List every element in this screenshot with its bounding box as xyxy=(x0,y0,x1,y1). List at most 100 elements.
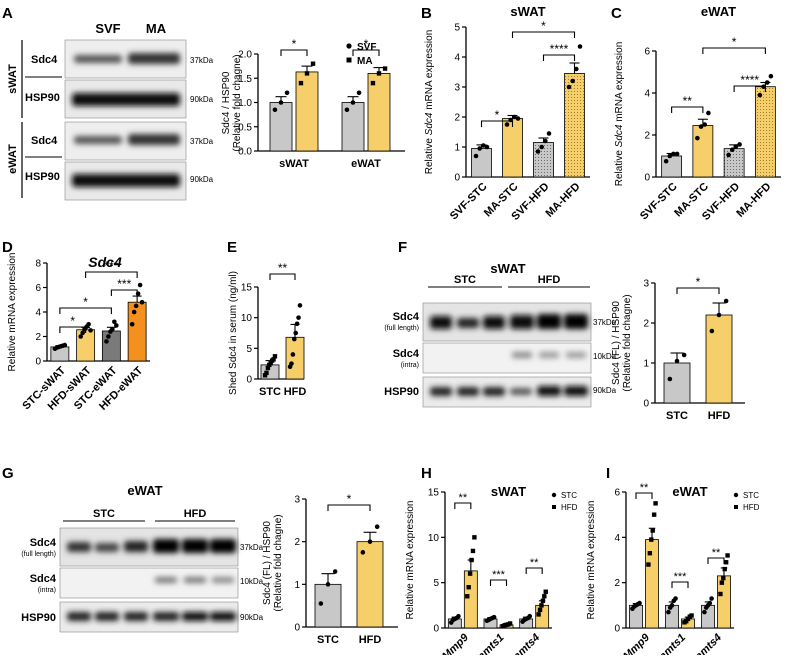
legend-marker-ma xyxy=(346,57,352,63)
legend-label-stc: STC xyxy=(561,491,577,500)
data-point xyxy=(507,621,513,626)
panel-letter-c: C xyxy=(611,5,622,22)
y-tick-label: 0 xyxy=(643,399,649,410)
data-point xyxy=(466,585,471,590)
y-tick-label: 10 xyxy=(241,313,253,324)
y-axis-label: Shed Sdc4 in serum (ng/ml) xyxy=(228,271,239,395)
y-tick-label: 1.5 xyxy=(238,74,252,85)
chart-h: sWAT 0 5 10 15 Relative mRNA expression Mmp9 **… xyxy=(405,484,578,660)
data-point xyxy=(546,131,552,136)
y-axis-label: Sdc4 (FL) / HSP90 xyxy=(611,301,622,385)
sig-bracket xyxy=(702,47,766,54)
panel-letter-h: H xyxy=(421,465,432,482)
y-axis-label: Relative Sdc4 mRNA expression xyxy=(614,42,625,187)
chart-title: eWAT xyxy=(701,4,736,19)
data-point xyxy=(289,361,294,366)
blot-f-kda-90: 90kDa xyxy=(593,386,617,395)
data-point xyxy=(543,589,548,594)
x-tick-label: MA-HFD xyxy=(543,181,582,220)
y-tick-label: 6 xyxy=(644,47,650,58)
data-point xyxy=(707,600,713,606)
data-point xyxy=(535,149,541,154)
data-point xyxy=(537,607,543,613)
sig-bracket xyxy=(671,581,689,588)
data-point xyxy=(718,591,723,597)
bar xyxy=(754,86,776,178)
data-point xyxy=(284,90,290,96)
legend-marker-stc xyxy=(551,492,557,498)
y-tick-label: 5 xyxy=(433,578,439,589)
data-point xyxy=(131,309,137,315)
blot-f-label-full-length: (full length) xyxy=(384,325,419,332)
y-tick-label: 5 xyxy=(246,344,252,355)
sig-label: * xyxy=(495,108,500,122)
y-tick-label: 2 xyxy=(294,537,300,548)
blot-a-group-ewat: eWAT xyxy=(7,144,19,174)
data-point xyxy=(80,330,85,336)
blot-f-label-sdc4-fl: Sdc4 xyxy=(393,311,420,323)
legend-label-ma: MA xyxy=(357,56,373,67)
sig-bracket xyxy=(327,504,371,511)
y-tick-label: 1 xyxy=(454,143,460,154)
data-point xyxy=(667,153,673,159)
data-point xyxy=(86,321,91,327)
blot-a-col-ma: MA xyxy=(146,21,167,36)
data-point xyxy=(689,613,694,618)
sig-bracket xyxy=(542,54,576,61)
sig-bracket xyxy=(511,31,576,38)
data-point xyxy=(350,100,356,105)
x-tick-label: MA-HFD xyxy=(734,181,773,220)
data-point xyxy=(294,321,300,327)
y-tick-label: 0 xyxy=(454,173,460,184)
data-point xyxy=(114,323,119,328)
bar xyxy=(471,148,492,178)
data-point xyxy=(702,122,708,127)
chart-f: 0 1 2 3 Sdc4 (FL) / HSP90 (Relative fold chag… xyxy=(611,275,745,422)
y-tick-label: 4 xyxy=(644,89,650,100)
panel-letter-a: A xyxy=(2,5,13,22)
y-tick-label: 0 xyxy=(294,623,300,634)
data-point xyxy=(651,512,657,517)
data-point xyxy=(671,151,676,157)
data-point xyxy=(709,328,715,334)
blot-a-label-sdc4-2: Sdc4 xyxy=(31,135,58,147)
blot-g-label-hsp90: HSP90 xyxy=(21,612,56,624)
legend-label-svf: SVF xyxy=(357,42,376,53)
sig-label: *** xyxy=(674,571,688,583)
y-axis-label-sub: (Relative fold chagne) xyxy=(273,514,284,611)
data-point xyxy=(684,619,689,624)
data-point xyxy=(304,71,310,76)
bar xyxy=(127,301,147,362)
bar xyxy=(502,118,523,178)
blot-a-label-hsp90-1: HSP90 xyxy=(25,92,60,104)
y-tick-label: 3 xyxy=(294,495,300,506)
blot-g-stc: STC xyxy=(93,508,115,520)
y-tick-label: 4 xyxy=(35,308,41,319)
x-tick-label: SVF-STC xyxy=(448,181,490,223)
data-point xyxy=(376,71,382,76)
sig-label: ** xyxy=(459,492,468,504)
y-axis-label-sub: (Relative fold chagne) xyxy=(622,294,633,391)
sig-bracket xyxy=(269,273,296,280)
blot-f-title: sWAT xyxy=(490,261,525,276)
y-tick-label: 0 xyxy=(246,375,252,386)
bar xyxy=(564,73,585,178)
y-axis-label-sub: (Relative fold chagne) xyxy=(232,54,243,151)
data-point xyxy=(716,312,722,318)
data-point xyxy=(370,80,376,86)
data-point xyxy=(135,291,141,296)
data-point xyxy=(293,330,299,336)
data-point xyxy=(297,303,303,308)
legend-label-stc: STC xyxy=(743,491,759,500)
blot-f-label-hsp90: HSP90 xyxy=(384,386,419,398)
y-tick-label: 4 xyxy=(614,533,620,544)
y-tick-label: 1 xyxy=(294,580,300,591)
data-point xyxy=(129,321,135,327)
data-point xyxy=(729,147,735,152)
data-point xyxy=(570,78,575,84)
data-point xyxy=(110,326,115,332)
data-point xyxy=(367,539,373,544)
y-tick-label: 2 xyxy=(35,332,41,343)
sig-bracket xyxy=(59,307,112,314)
